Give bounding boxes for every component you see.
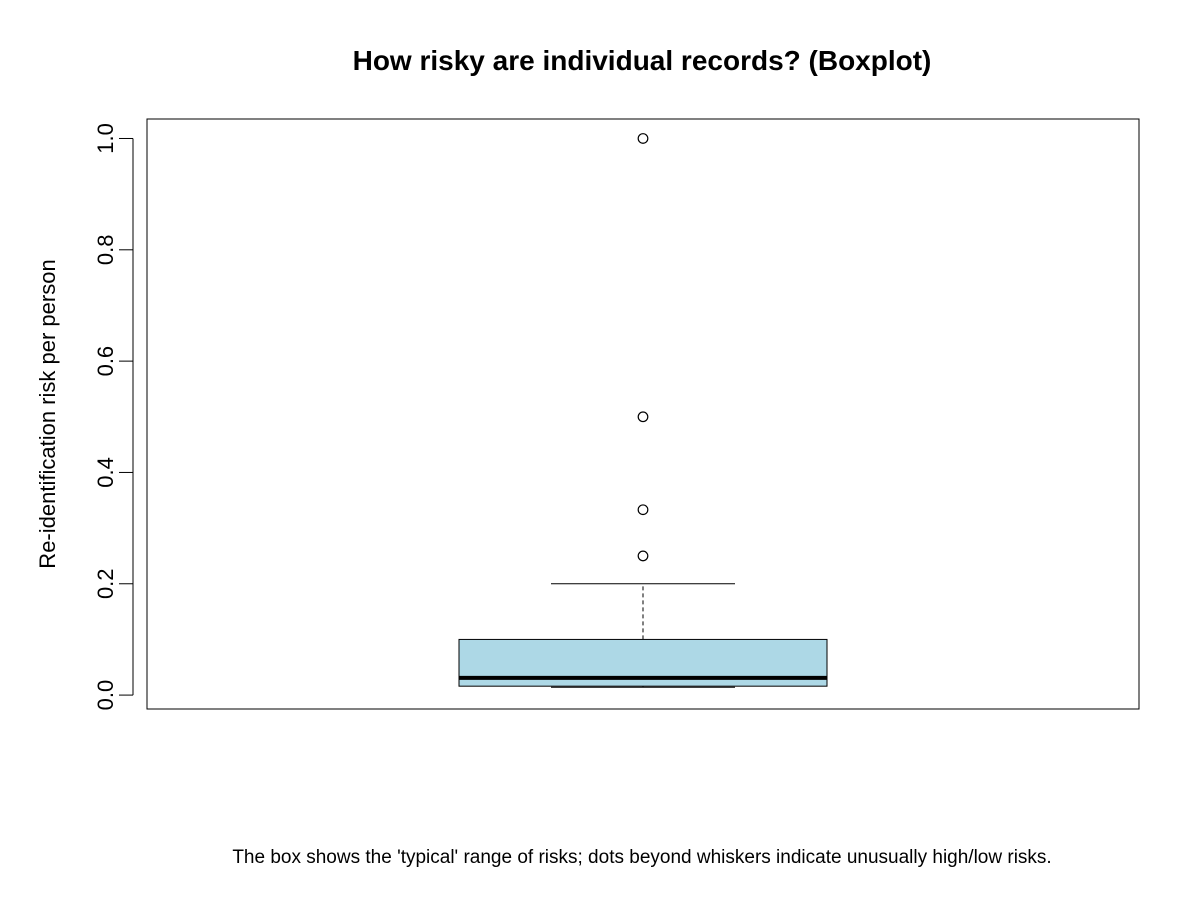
outlier-point bbox=[637, 550, 649, 562]
chart-title: How risky are individual records? (Boxpl… bbox=[353, 45, 932, 76]
y-tick-label: 1.0 bbox=[93, 123, 118, 154]
y-tick-label: 0.2 bbox=[93, 568, 118, 599]
box-plot-group bbox=[458, 583, 828, 688]
outlier-point bbox=[637, 411, 649, 423]
y-tick-label: 0.8 bbox=[93, 235, 118, 266]
y-axis-label: Re-identification risk per person bbox=[35, 259, 60, 568]
y-tick-label: 0.0 bbox=[93, 680, 118, 711]
y-tick-label: 0.6 bbox=[93, 346, 118, 377]
chart-caption: The box shows the 'typical' range of ris… bbox=[232, 847, 1051, 868]
outlier-point bbox=[637, 133, 649, 144]
outlier-points bbox=[637, 133, 649, 562]
y-axis: 0.0 0.2 0.4 0.6 0.8 1.0 bbox=[93, 123, 134, 711]
plot-area-frame bbox=[146, 118, 1140, 710]
outlier-point bbox=[637, 504, 649, 516]
y-tick-label: 0.4 bbox=[93, 457, 118, 488]
